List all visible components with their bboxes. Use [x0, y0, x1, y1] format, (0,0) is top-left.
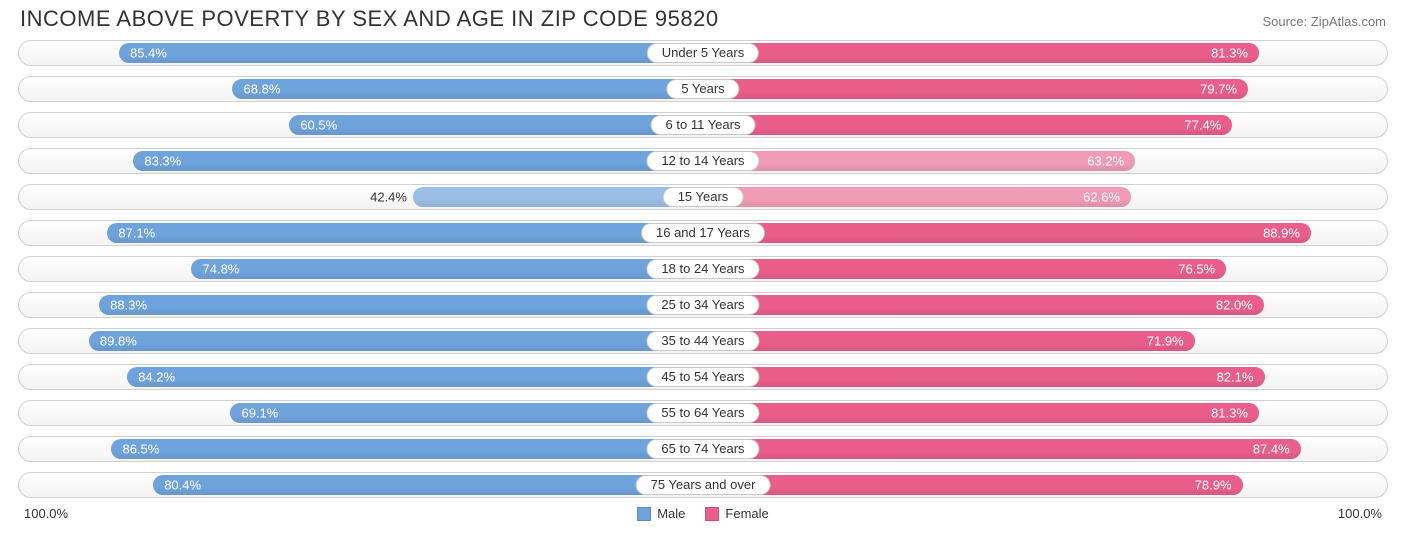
legend-item-female: Female — [705, 506, 768, 521]
bar-male — [232, 79, 703, 99]
bar-label-female: 78.9% — [1195, 478, 1232, 493]
bar-female — [703, 115, 1232, 135]
bar-male — [191, 259, 703, 279]
bar-female — [703, 475, 1243, 495]
category-label: 25 to 34 Years — [646, 295, 759, 315]
bar-female — [703, 151, 1135, 171]
bar-female — [703, 259, 1226, 279]
bar-label-male: 83.3% — [144, 154, 181, 169]
category-label: 5 Years — [666, 79, 739, 99]
bar-label-female: 79.7% — [1200, 82, 1237, 97]
category-label: 75 Years and over — [636, 475, 771, 495]
chart-row: 89.8% 71.9% 35 to 44 Years — [18, 328, 1388, 354]
bar-female — [703, 187, 1131, 207]
bar-male — [127, 367, 703, 387]
bar-male — [230, 403, 703, 423]
bar-male — [413, 187, 703, 207]
bar-label-male: 74.8% — [203, 262, 240, 277]
bar-label-female: 82.0% — [1216, 298, 1253, 313]
bar-label-female: 62.6% — [1083, 190, 1120, 205]
bar-label-male: 68.8% — [244, 82, 281, 97]
bar-female — [703, 79, 1248, 99]
bar-label-female: 81.3% — [1211, 46, 1248, 61]
bar-female — [703, 223, 1311, 243]
category-label: 16 and 17 Years — [641, 223, 765, 243]
bar-label-female: 71.9% — [1147, 334, 1184, 349]
bar-male — [133, 151, 703, 171]
chart-row: 83.3% 63.2% 12 to 14 Years — [18, 148, 1388, 174]
bar-male — [111, 439, 703, 459]
legend-swatch-female — [705, 507, 719, 521]
chart-source: Source: ZipAtlas.com — [1262, 14, 1386, 29]
legend: Male Female — [637, 506, 769, 521]
bar-female — [703, 295, 1264, 315]
bar-label-male: 84.2% — [138, 370, 175, 385]
chart-row: 60.5% 77.4% 6 to 11 Years — [18, 112, 1388, 138]
chart-row: 42.4% 62.6% 15 Years — [18, 184, 1388, 210]
bar-label-male: 89.8% — [100, 334, 137, 349]
axis-left-max: 100.0% — [24, 506, 68, 521]
category-label: 18 to 24 Years — [646, 259, 759, 279]
legend-item-male: Male — [637, 506, 685, 521]
chart-row: 87.1% 88.9% 16 and 17 Years — [18, 220, 1388, 246]
chart-title: INCOME ABOVE POVERTY BY SEX AND AGE IN Z… — [20, 6, 719, 32]
category-label: 55 to 64 Years — [646, 403, 759, 423]
category-label: 15 Years — [663, 187, 744, 207]
bar-label-female: 76.5% — [1178, 262, 1215, 277]
category-label: Under 5 Years — [647, 43, 759, 63]
bar-label-female: 87.4% — [1253, 442, 1290, 457]
legend-label-female: Female — [725, 506, 768, 521]
bar-label-female: 88.9% — [1263, 226, 1300, 241]
bar-male — [289, 115, 703, 135]
bar-female — [703, 367, 1265, 387]
category-label: 6 to 11 Years — [651, 115, 756, 135]
bar-female — [703, 331, 1195, 351]
bar-male — [107, 223, 703, 243]
chart-row: 68.8% 79.7% 5 Years — [18, 76, 1388, 102]
chart-area: 85.4% 81.3% Under 5 Years 68.8% 79.7% 5 Years… — [0, 34, 1406, 498]
chart-row: 69.1% 81.3% 55 to 64 Years — [18, 400, 1388, 426]
bar-label-male: 42.4% — [370, 190, 407, 205]
axis-right-max: 100.0% — [1338, 506, 1382, 521]
bar-female — [703, 439, 1301, 459]
bar-male — [153, 475, 703, 495]
chart-row: 84.2% 82.1% 45 to 54 Years — [18, 364, 1388, 390]
bar-label-female: 77.4% — [1184, 118, 1221, 133]
category-label: 65 to 74 Years — [646, 439, 759, 459]
chart-row: 85.4% 81.3% Under 5 Years — [18, 40, 1388, 66]
legend-swatch-male — [637, 507, 651, 521]
category-label: 35 to 44 Years — [646, 331, 759, 351]
chart-header: INCOME ABOVE POVERTY BY SEX AND AGE IN Z… — [0, 0, 1406, 34]
bar-female — [703, 403, 1259, 423]
bar-label-male: 60.5% — [300, 118, 337, 133]
category-label: 45 to 54 Years — [646, 367, 759, 387]
bar-label-male: 86.5% — [122, 442, 159, 457]
bar-label-male: 87.1% — [118, 226, 155, 241]
chart-row: 80.4% 78.9% 75 Years and over — [18, 472, 1388, 498]
legend-label-male: Male — [657, 506, 685, 521]
category-label: 12 to 14 Years — [646, 151, 759, 171]
chart-footer: 100.0% Male Female 100.0% — [0, 506, 1406, 521]
bar-label-female: 63.2% — [1087, 154, 1124, 169]
bar-label-male: 85.4% — [130, 46, 167, 61]
bar-male — [99, 295, 703, 315]
bar-male — [89, 331, 703, 351]
chart-row: 86.5% 87.4% 65 to 74 Years — [18, 436, 1388, 462]
bar-label-male: 80.4% — [164, 478, 201, 493]
bar-label-male: 88.3% — [110, 298, 147, 313]
bar-female — [703, 43, 1259, 63]
bar-label-male: 69.1% — [241, 406, 278, 421]
bar-male — [119, 43, 703, 63]
chart-row: 74.8% 76.5% 18 to 24 Years — [18, 256, 1388, 282]
chart-row: 88.3% 82.0% 25 to 34 Years — [18, 292, 1388, 318]
bar-label-female: 81.3% — [1211, 406, 1248, 421]
bar-label-female: 82.1% — [1217, 370, 1254, 385]
